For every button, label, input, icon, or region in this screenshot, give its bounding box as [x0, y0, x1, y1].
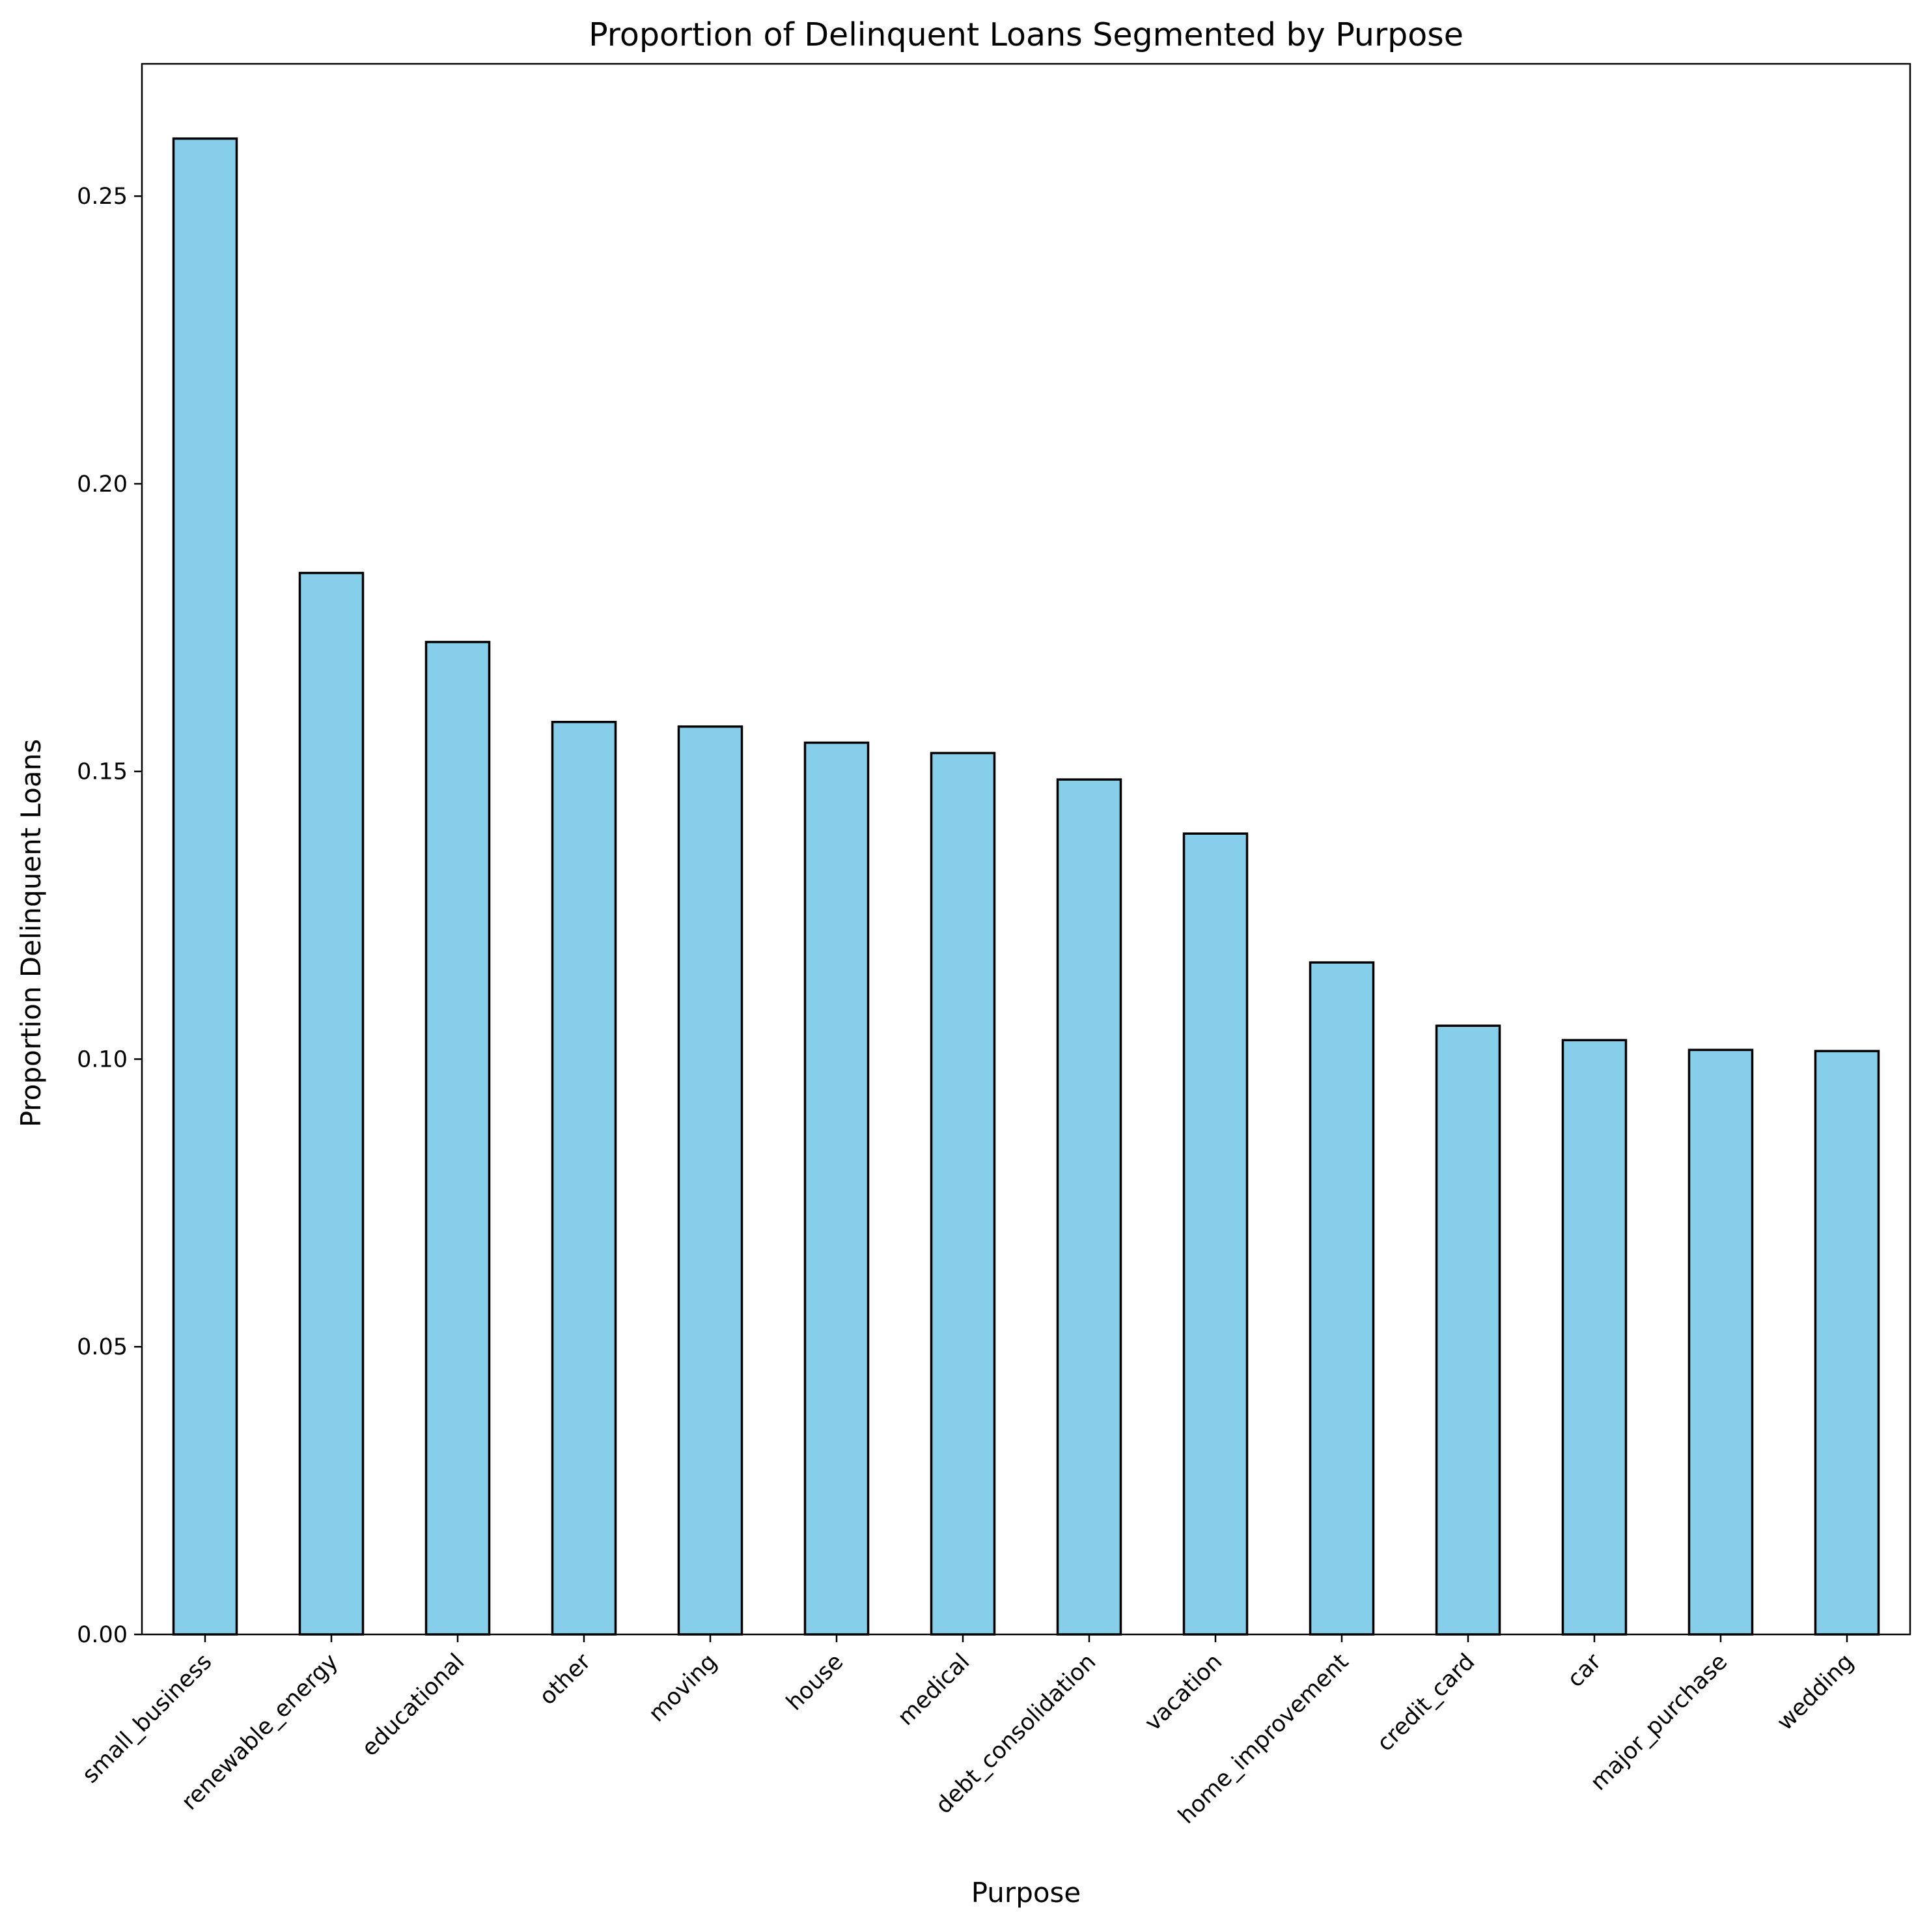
bar-renewable-energy: [300, 573, 363, 1634]
plot-area: 0.000.050.100.150.200.25small_businessre…: [77, 64, 1910, 1829]
x-tick-label-credit-card: credit_card: [1372, 1649, 1480, 1757]
y-tick-label: 0.20: [77, 471, 128, 497]
y-tick-label: 0.10: [77, 1046, 128, 1072]
bar-credit-card: [1437, 1026, 1500, 1634]
x-axis-label: Purpose: [971, 1877, 1081, 1909]
bar-house: [805, 743, 868, 1634]
x-tick-label-medical: medical: [893, 1649, 975, 1731]
y-tick-label: 0.25: [77, 184, 128, 210]
x-tick-label-small-business: small_business: [77, 1649, 217, 1788]
x-tick-label-major-purchase: major_purchase: [1586, 1649, 1733, 1796]
bar-small-business: [174, 139, 237, 1634]
y-tick-label: 0.05: [77, 1334, 128, 1360]
x-tick-label-car: car: [1562, 1649, 1607, 1693]
y-axis-label: Proportion Delinquent Loans: [15, 739, 47, 1127]
bar-other: [553, 722, 616, 1634]
axes-frame: [142, 64, 1910, 1634]
chart-title: Proportion of Delinquent Loans Segmented…: [589, 16, 1464, 53]
bar-moving: [679, 727, 742, 1634]
x-tick-label-other: other: [534, 1649, 596, 1711]
x-tick-label-educational: educational: [357, 1649, 469, 1761]
bar-car: [1563, 1040, 1626, 1634]
x-tick-label-vacation: vacation: [1140, 1649, 1227, 1736]
bar-educational: [426, 642, 490, 1634]
x-tick-label-wedding: wedding: [1772, 1649, 1859, 1735]
bar-vacation: [1184, 833, 1247, 1634]
x-tick-label-house: house: [781, 1649, 848, 1716]
bar-wedding: [1816, 1051, 1879, 1634]
bar-debt-consolidation: [1058, 779, 1121, 1634]
bar-major-purchase: [1689, 1050, 1753, 1634]
y-tick-label: 0.00: [77, 1622, 128, 1648]
bar-home-improvement: [1311, 962, 1374, 1634]
y-tick-label: 0.15: [77, 759, 128, 785]
x-tick-label-moving: moving: [644, 1649, 722, 1727]
bar-medical: [932, 753, 995, 1634]
